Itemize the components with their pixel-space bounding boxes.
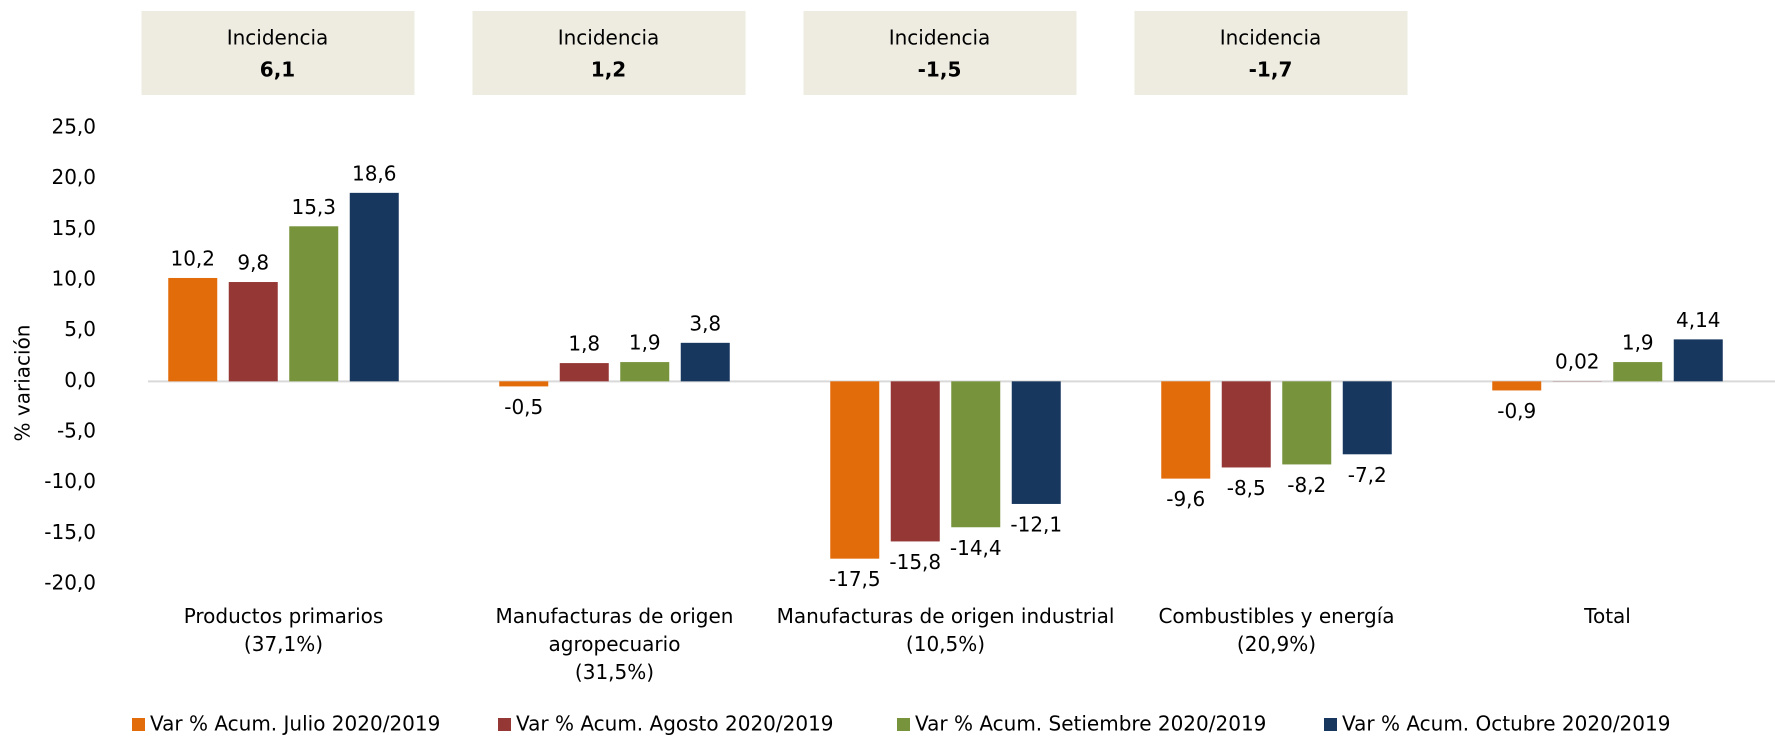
- x-tick-label: Manufacturas de origen industrial (10,5%): [777, 604, 1115, 656]
- bar: [1221, 381, 1271, 468]
- bar: [1492, 381, 1542, 391]
- bar: [620, 362, 670, 382]
- bar: [1161, 381, 1211, 479]
- bar: [349, 192, 399, 382]
- value-label: 15,3: [291, 195, 336, 219]
- bar: [680, 342, 730, 382]
- legend-label: Var % Acum. Setiembre 2020/2019: [915, 712, 1266, 736]
- x-tick-label: Total: [1583, 604, 1631, 628]
- bar: [890, 381, 940, 542]
- bar: [1613, 362, 1663, 382]
- y-tick-label: 25,0: [51, 115, 96, 139]
- bar: [1011, 381, 1061, 504]
- bar: [289, 226, 339, 382]
- y-tick-label: 20,0: [51, 165, 96, 189]
- value-label: -0,9: [1497, 399, 1536, 423]
- value-label: 9,8: [237, 251, 269, 275]
- legend-swatch: [132, 718, 145, 731]
- value-label: -8,5: [1227, 476, 1266, 500]
- bar: [168, 277, 218, 382]
- incidence-value: 1,2: [591, 58, 626, 82]
- y-axis-label: % variación: [11, 325, 35, 442]
- x-tick-label: Manufacturas de origen agropecuario (31,5%…: [496, 604, 734, 684]
- incidence-box: [141, 11, 415, 95]
- legend-swatch: [1324, 718, 1337, 731]
- y-tick-label: 0,0: [64, 368, 96, 392]
- bar: [1282, 381, 1332, 465]
- value-label: 10,2: [170, 246, 215, 270]
- legend-swatch: [498, 718, 511, 731]
- y-tick-label: -10,0: [44, 469, 96, 493]
- legend-label: Var % Acum. Octubre 2020/2019: [1342, 712, 1670, 736]
- incidence-title: Incidencia: [889, 26, 991, 50]
- value-label: 1,9: [1622, 331, 1654, 355]
- value-label: -14,4: [950, 536, 1002, 560]
- value-label: -12,1: [1010, 512, 1062, 536]
- bar: [951, 381, 1001, 528]
- y-tick-label: 10,0: [51, 267, 96, 291]
- value-label: 4,14: [1676, 308, 1721, 332]
- legend-swatch: [897, 718, 910, 731]
- legend-label: Var % Acum. Julio 2020/2019: [150, 712, 440, 736]
- x-tick-label: Productos primarios (37,1%): [184, 604, 384, 656]
- value-label: 1,8: [568, 332, 600, 356]
- y-tick-label: -5,0: [57, 419, 96, 443]
- value-label: -17,5: [829, 567, 881, 591]
- bar: [228, 282, 278, 382]
- y-tick-label: -15,0: [44, 520, 96, 544]
- value-label: -8,2: [1287, 473, 1326, 497]
- y-tick-label: -20,0: [44, 571, 96, 595]
- bar: [559, 363, 609, 382]
- y-tick-label: 15,0: [51, 216, 96, 240]
- incidence-title: Incidencia: [227, 26, 329, 50]
- value-label: 3,8: [689, 311, 721, 335]
- bar: [830, 381, 880, 559]
- value-label: -15,8: [889, 550, 941, 574]
- incidence-title: Incidencia: [558, 26, 660, 50]
- x-tick-label: Combustibles y energía (20,9%): [1158, 604, 1394, 656]
- incidence-title: Incidencia: [1220, 26, 1322, 50]
- value-label: 1,9: [629, 331, 661, 355]
- value-label: 0,02: [1555, 350, 1600, 374]
- incidence-box: [803, 11, 1077, 95]
- incidence-box: [1134, 11, 1408, 95]
- bar: [1673, 339, 1723, 382]
- value-label: -7,2: [1348, 463, 1387, 487]
- value-label: 18,6: [352, 161, 397, 185]
- incidence-value: -1,5: [918, 58, 962, 82]
- bar: [499, 381, 549, 387]
- y-tick-label: 5,0: [64, 317, 96, 341]
- legend-label: Var % Acum. Agosto 2020/2019: [516, 712, 834, 736]
- value-label: -9,6: [1166, 487, 1205, 511]
- bar: [1342, 381, 1392, 455]
- value-label: -0,5: [504, 395, 543, 419]
- incidence-box: [472, 11, 746, 95]
- incidence-value: -1,7: [1249, 58, 1293, 82]
- incidence-value: 6,1: [260, 58, 295, 82]
